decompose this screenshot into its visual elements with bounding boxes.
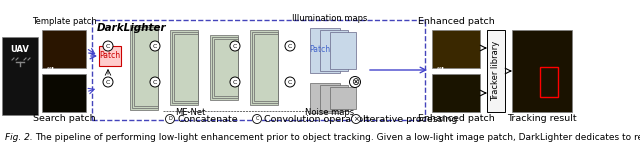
Circle shape	[285, 77, 295, 87]
Circle shape	[103, 41, 113, 51]
FancyBboxPatch shape	[320, 85, 348, 111]
Circle shape	[150, 77, 160, 87]
FancyBboxPatch shape	[134, 29, 158, 106]
Text: Enhanced patch: Enhanced patch	[418, 114, 494, 123]
Text: Convolution operation: Convolution operation	[264, 115, 369, 124]
Text: D: D	[168, 116, 172, 122]
FancyBboxPatch shape	[432, 30, 480, 68]
Text: Enhanced patch: Enhanced patch	[418, 17, 494, 26]
Text: ⊗: ⊗	[351, 77, 359, 87]
Text: Template patch: Template patch	[31, 17, 97, 26]
Text: Concatenate: Concatenate	[177, 115, 237, 124]
Text: Fig. 2.: Fig. 2.	[5, 133, 33, 142]
Text: DarkLighter: DarkLighter	[97, 23, 166, 33]
Text: C: C	[233, 44, 237, 48]
FancyBboxPatch shape	[432, 74, 480, 112]
FancyBboxPatch shape	[130, 25, 158, 110]
Text: C: C	[153, 79, 157, 85]
Text: Tracker library: Tracker library	[492, 41, 500, 101]
FancyBboxPatch shape	[487, 30, 505, 112]
FancyBboxPatch shape	[254, 34, 278, 101]
Text: C: C	[153, 44, 157, 48]
Text: Illumination maps: Illumination maps	[292, 14, 368, 23]
Text: C: C	[233, 79, 237, 85]
FancyBboxPatch shape	[132, 27, 158, 108]
FancyBboxPatch shape	[2, 37, 38, 115]
FancyBboxPatch shape	[320, 30, 348, 71]
Text: Noise maps: Noise maps	[305, 108, 355, 117]
Circle shape	[230, 41, 240, 51]
FancyBboxPatch shape	[42, 30, 86, 68]
FancyBboxPatch shape	[330, 32, 356, 69]
FancyBboxPatch shape	[210, 35, 238, 100]
FancyBboxPatch shape	[512, 30, 572, 112]
FancyBboxPatch shape	[172, 32, 198, 103]
Circle shape	[253, 115, 262, 124]
Text: #k: #k	[434, 67, 447, 76]
FancyBboxPatch shape	[311, 42, 329, 56]
Text: Search patch: Search patch	[33, 114, 95, 123]
Text: Patch: Patch	[99, 51, 120, 60]
Text: ×: ×	[353, 116, 359, 122]
Text: C: C	[288, 79, 292, 85]
FancyBboxPatch shape	[310, 83, 340, 113]
FancyBboxPatch shape	[330, 87, 356, 109]
Text: C: C	[106, 79, 110, 85]
Circle shape	[349, 77, 360, 87]
FancyBboxPatch shape	[214, 39, 238, 96]
Text: C: C	[255, 116, 259, 122]
FancyBboxPatch shape	[170, 30, 198, 105]
Text: #k: #k	[44, 67, 56, 76]
Text: The pipeline of performing low-light enhancement prior to object tracking. Given: The pipeline of performing low-light enh…	[35, 133, 640, 142]
Circle shape	[103, 77, 113, 87]
Text: #1: #1	[44, 23, 57, 32]
FancyBboxPatch shape	[252, 32, 278, 103]
FancyBboxPatch shape	[174, 34, 198, 101]
Circle shape	[150, 41, 160, 51]
Text: C: C	[288, 44, 292, 48]
Text: ME-Net: ME-Net	[175, 108, 205, 117]
Text: Patch: Patch	[309, 45, 331, 54]
FancyBboxPatch shape	[42, 74, 86, 112]
FancyBboxPatch shape	[99, 46, 121, 66]
Circle shape	[166, 115, 175, 124]
Text: Iterative processing: Iterative processing	[363, 115, 458, 124]
FancyBboxPatch shape	[250, 30, 278, 105]
Text: C: C	[106, 44, 110, 48]
Text: UAV: UAV	[11, 46, 29, 55]
Circle shape	[351, 115, 360, 124]
Text: #1: #1	[434, 23, 447, 32]
Circle shape	[230, 77, 240, 87]
FancyBboxPatch shape	[212, 37, 238, 98]
Circle shape	[285, 41, 295, 51]
Text: Tracking result: Tracking result	[507, 114, 577, 123]
FancyBboxPatch shape	[310, 28, 340, 73]
